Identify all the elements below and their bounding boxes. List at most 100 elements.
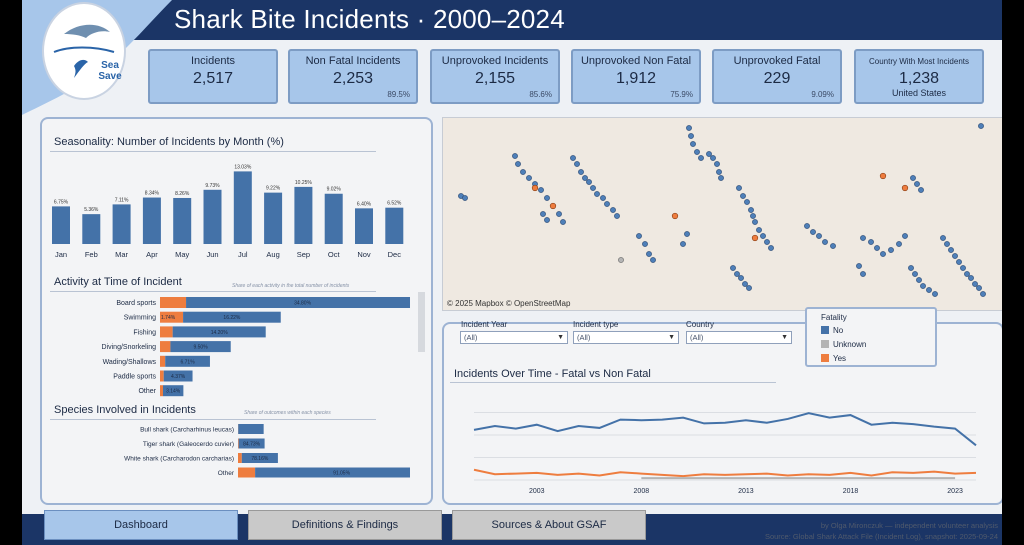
filter-year-select[interactable]: (All) ▼ xyxy=(460,331,568,344)
filter-year-label: Incident Year xyxy=(461,320,508,329)
kpi-value: 1,912 xyxy=(615,70,657,87)
map-point xyxy=(684,231,690,237)
divider xyxy=(450,382,776,383)
month-bar xyxy=(355,208,373,244)
bar-value-label: 7.11% xyxy=(115,197,129,203)
kpi-unprovoked-non-fatal: Unprovoked Non Fatal 1,912 75.9% xyxy=(571,49,701,104)
activity-bar-non-fatal xyxy=(186,297,410,308)
species-bar-fatal xyxy=(238,467,256,478)
kpi-percent: 85.6% xyxy=(529,90,552,99)
kpi-country: United States xyxy=(891,88,947,98)
activity-value-label: 16.22% xyxy=(223,315,241,321)
map-point xyxy=(594,191,600,197)
kpi-label: Incidents xyxy=(190,55,236,67)
map-point xyxy=(810,229,816,235)
legend-item-no[interactable]: No xyxy=(821,326,843,335)
species-bar-non-fatal xyxy=(255,467,410,478)
tab-definitions[interactable]: Definitions & Findings xyxy=(248,510,442,540)
header-band xyxy=(22,0,1002,40)
map-point xyxy=(718,175,724,181)
bar-value-label: 6.75% xyxy=(54,199,69,205)
map-points xyxy=(458,123,986,297)
activity-label: Diving/Snorkeling xyxy=(102,344,157,351)
tab-dashboard[interactable]: Dashboard xyxy=(44,510,238,540)
map-point xyxy=(582,175,588,181)
map-point xyxy=(646,251,652,257)
activity-label: Other xyxy=(138,388,156,395)
map-point xyxy=(804,223,810,229)
map-point-fatal xyxy=(751,234,759,242)
bar-value-label: 6.52% xyxy=(387,201,402,207)
map-point xyxy=(932,291,938,297)
map-point xyxy=(736,185,742,191)
species-title: Species Involved in Incidents xyxy=(54,404,196,416)
filter-country-label: Country xyxy=(686,320,715,329)
month-bar xyxy=(173,197,192,244)
month-bar xyxy=(233,171,252,244)
month-tick-label: Feb xyxy=(85,250,98,259)
logo-text: Sea Save xyxy=(98,60,122,82)
year-tick-label: 2003 xyxy=(529,488,545,495)
activity-value-label: 34.80% xyxy=(294,301,312,307)
map-point xyxy=(964,271,970,277)
map-point xyxy=(462,195,468,201)
map-point xyxy=(760,233,766,239)
activity-inner-label: 1.74% xyxy=(161,315,176,321)
map-point-fatal xyxy=(879,172,887,180)
map-point xyxy=(956,259,962,265)
incident-map[interactable]: © 2025 Mapbox © OpenStreetMap xyxy=(442,117,1002,311)
activity-label: Fishing xyxy=(133,329,156,336)
map-point xyxy=(768,245,774,251)
map-point xyxy=(604,201,610,207)
map-point xyxy=(734,271,740,277)
filter-type-select[interactable]: (All) ▼ xyxy=(573,331,679,344)
chevron-down-icon: ▼ xyxy=(781,334,788,341)
map-point xyxy=(586,179,592,185)
month-bar xyxy=(112,204,131,244)
month-bar xyxy=(324,193,343,244)
tab-sources[interactable]: Sources & About GSAF xyxy=(452,510,646,540)
month-tick-label: Jul xyxy=(238,250,248,259)
map-point xyxy=(716,169,722,175)
map-point xyxy=(860,235,866,241)
legend-item-yes[interactable]: Yes xyxy=(821,354,846,363)
month-tick-label: Jan xyxy=(55,250,67,259)
logo-line-1: Sea xyxy=(101,60,119,71)
timeline-chart: 2003 2008 2013 2018 2023 xyxy=(473,412,977,495)
legend-item-unknown[interactable]: Unknown xyxy=(821,340,866,349)
activity-scrollbar[interactable] xyxy=(418,292,425,352)
dolphin-icon xyxy=(53,24,115,78)
map-point xyxy=(764,239,770,245)
activity-value-label: 4.37% xyxy=(171,374,186,380)
divider xyxy=(50,151,376,152)
map-point xyxy=(914,181,920,187)
activity-bar-non-fatal xyxy=(183,311,281,323)
map-point xyxy=(916,277,922,283)
map-point xyxy=(750,213,756,219)
filter-country-select[interactable]: (All) ▼ xyxy=(686,331,792,344)
map-point-fatal xyxy=(549,202,557,210)
activity-bar-fatal xyxy=(160,341,171,353)
kpi-label: Non Fatal Incidents xyxy=(305,55,401,67)
bar-value-label: 9.02% xyxy=(327,187,342,193)
logo-line-2: Save xyxy=(98,71,122,82)
credits-source: Source: Global Shark Attack File (Incide… xyxy=(764,532,998,541)
map-point xyxy=(896,241,902,247)
species-bar-fatal xyxy=(238,438,239,449)
fatality-legend: Fatality No Unknown Yes xyxy=(805,307,937,367)
page-title: Shark Bite Incidents · 2000–2024 xyxy=(174,4,565,34)
map-point xyxy=(680,241,686,247)
bar-value-label: 13.03% xyxy=(234,164,252,170)
map-point xyxy=(610,207,616,213)
map-point xyxy=(926,287,932,293)
kpi-value: 229 xyxy=(763,70,791,87)
species-label: Other xyxy=(218,470,235,477)
map-point xyxy=(544,195,550,201)
map-point xyxy=(574,161,580,167)
species-chart: Bull shark (Carcharhinus leucas) Tiger sh… xyxy=(124,424,410,478)
kpi-top-country: Country With Most Incidents 1,238 United… xyxy=(854,49,984,104)
month-bar xyxy=(142,197,161,244)
bar-value-label: 9.22% xyxy=(266,186,281,192)
activity-value-label: 14.20% xyxy=(211,330,229,336)
map-point xyxy=(650,257,656,263)
